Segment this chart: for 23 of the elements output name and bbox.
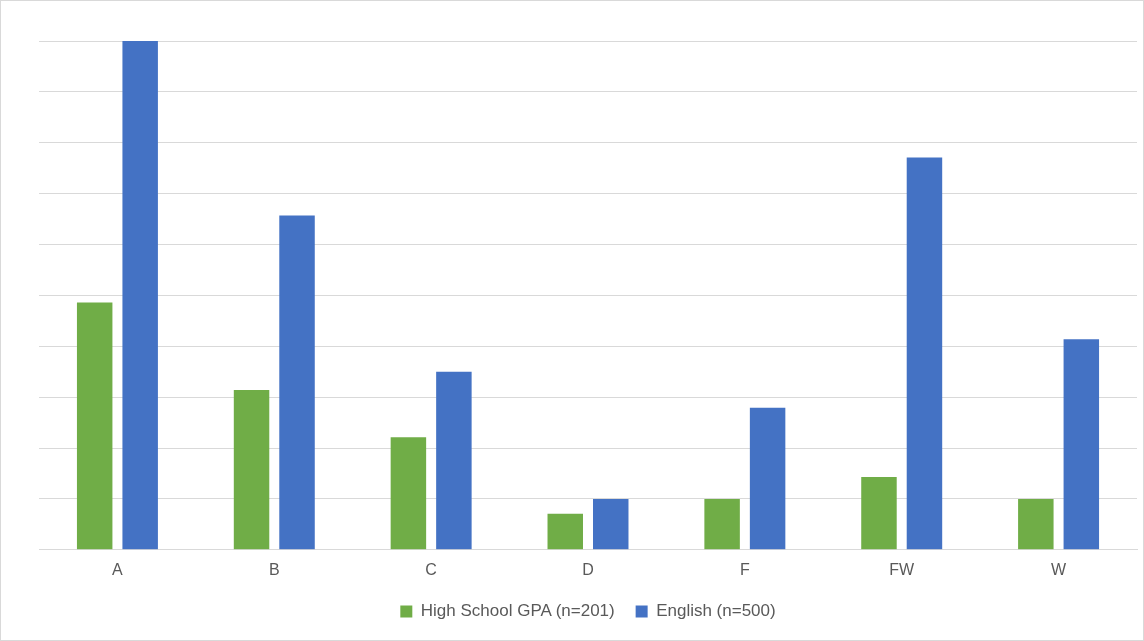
x-tick-label: FW [889,560,916,578]
legend-label: High School GPA (n=201) [420,601,615,621]
bar [76,302,113,550]
bar [1063,339,1100,550]
bar [749,407,786,550]
bar [1018,498,1054,550]
bar [547,513,583,550]
x-tick-label: W [1051,560,1068,578]
bar [279,215,315,550]
x-tick-label: C [425,560,437,578]
bar [122,41,158,550]
x-tick-label: B [268,560,280,578]
x-tick-label: A [112,560,124,578]
x-tick-label: D [582,560,594,578]
bar [704,498,740,550]
legend-label: English (n=500) [656,601,776,621]
bar [906,157,943,550]
bar [390,437,427,550]
bar [436,371,472,550]
x-tick-label: F [739,560,750,578]
bar [861,477,897,550]
bar [593,498,629,550]
bar [233,390,270,550]
